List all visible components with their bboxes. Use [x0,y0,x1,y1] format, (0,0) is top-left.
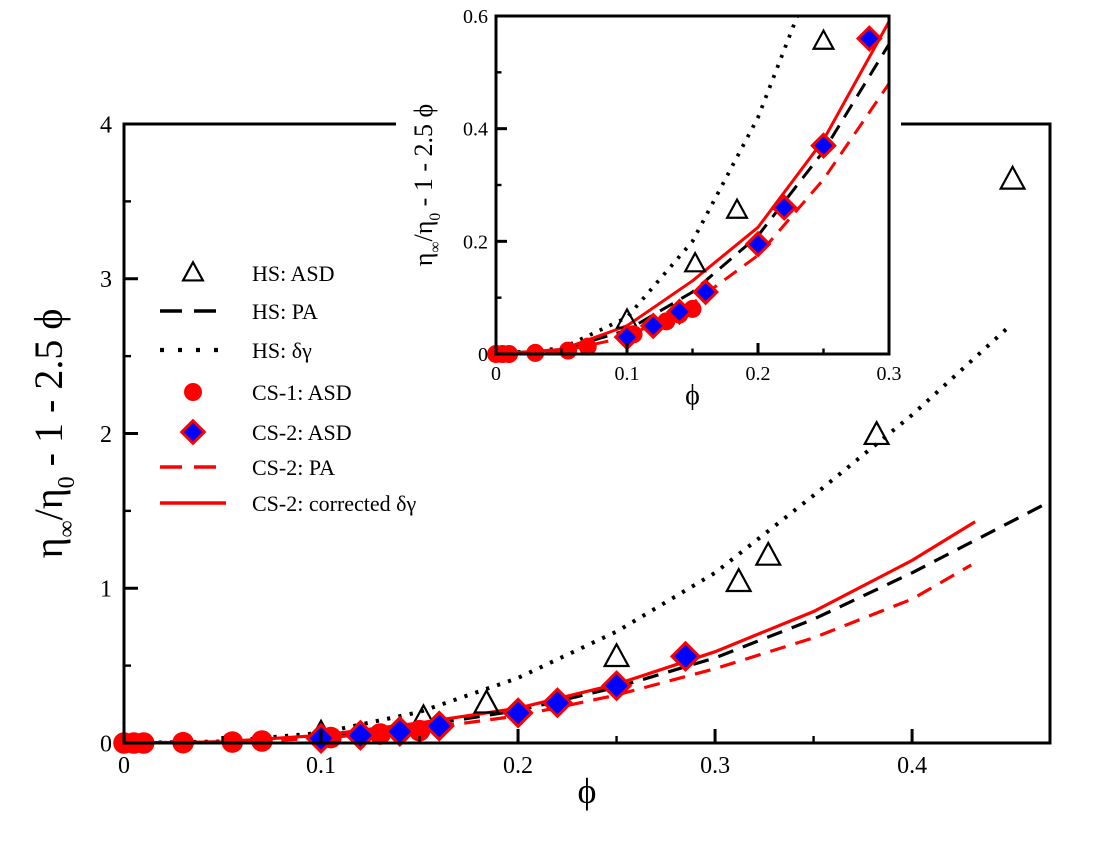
data-point-diamond [384,715,416,748]
data-point-diamond [666,298,693,326]
series-line-cs-2-pa [124,563,972,743]
data-point-triangle [602,641,631,668]
y-label-part: - 1 - 2.5 ϕ [409,104,438,213]
x-tick-label: 0.1 [615,363,640,385]
y-label-part: /η [26,488,71,520]
x-tick-label: 0 [491,363,501,385]
y-axis-label: η∞/η0 - 1 - 2.5 ϕ [409,104,444,266]
data-point-diamond [855,25,883,52]
data-point-diamond [692,278,719,306]
data-point-triangle [472,688,501,714]
legend-marker-circle [184,383,202,401]
data-point-diamond [639,312,667,340]
y-tick-label: 2 [100,422,112,448]
legend-label: HS: ASD [252,261,335,286]
data-point-diamond [770,194,798,221]
data-point-circle [369,723,391,745]
legend-label: HS: PA [252,299,318,324]
legend-item: CS-2: corrected δγ [160,491,417,516]
legend-item: CS-1: ASD [184,380,352,405]
data-point-triangle [998,164,1027,190]
y-tick-label: 0.2 [463,231,488,253]
y-label-part: - 1 - 2.5 ϕ [26,309,71,477]
legend-item: HS: δγ [160,338,312,363]
series-line-hs-pa [124,500,1050,743]
x-tick-label: 0.3 [700,753,730,779]
markers [487,25,883,363]
y-label-part: η [26,537,71,558]
data-point-triangle [862,419,891,446]
data-point-diamond [423,710,455,742]
legend-label: CS-1: ASD [252,380,352,405]
legend-marker-diamond [179,418,207,446]
data-point-triangle [724,566,753,593]
legend-item: CS-2: PA [160,455,335,480]
series-line-cs-2-corrected- [496,17,889,354]
data-point-triangle [754,540,782,566]
legend-label: CS-2: corrected δγ [252,491,417,516]
legend-marker-triangle [181,259,205,282]
series-line-hs-pa [496,40,889,354]
legend-item: CS-2: ASD [179,418,352,446]
data-point-diamond [744,230,772,258]
data-point-diamond [669,640,702,672]
legend-item: HS: PA [160,299,318,324]
y-label-part: 0 [427,213,444,221]
data-point-diamond [541,687,574,719]
data-point-triangle [811,28,836,50]
series-line-hs- [124,323,1012,743]
x-tick-label: 0.1 [306,753,336,779]
x-tick-label: 0 [118,753,130,779]
inset-background [396,0,901,418]
x-tick-label: 0.2 [746,363,771,385]
x-axis-label: ϕ [685,380,700,411]
y-tick-label: 4 [100,112,112,138]
y-label-part: /η [409,221,438,242]
legend-label: CS-2: PA [252,455,335,480]
y-tick-label: 0 [100,731,112,757]
y-tick-label: 0.4 [463,119,488,141]
legend-item: HS: ASD [181,259,335,286]
data-point-triangle [725,197,749,219]
x-tick-label: 0.3 [877,363,902,385]
x-tick-label: 0.4 [897,753,927,779]
data-point-circle [578,337,597,356]
y-label-part: η [409,253,438,267]
data-point-circle [251,730,273,752]
inset-plot: 0 0.1 0.2 0.300.20.40.6ϕη∞/η0 - 1 - 2.5 ϕ [396,0,902,418]
data-point-diamond [344,719,377,751]
y-axis-label: η∞/η0 - 1 - 2.5 ϕ [26,309,80,559]
y-tick-label: 3 [100,267,112,293]
data-point-diamond [810,132,837,159]
legend-label: HS: δγ [252,338,312,363]
y-tick-label: 1 [100,577,112,603]
y-tick-label: 0.6 [463,6,488,28]
x-tick-label: 0.2 [503,753,533,779]
y-tick-label: 0 [478,344,488,366]
y-label-part: ∞ [427,241,444,252]
legend: HS: ASD HS: PA HS: δγ CS-1: ASD CS-2: ASD CS-… [160,259,417,516]
y-label-part: 0 [54,476,80,488]
data-point-diamond [502,697,534,729]
data-point-triangle [683,250,707,273]
y-label-part: ∞ [54,520,80,537]
data-point-diamond [600,670,633,702]
x-axis-label: ϕ [578,771,597,811]
legend-label: CS-2: ASD [252,420,352,445]
